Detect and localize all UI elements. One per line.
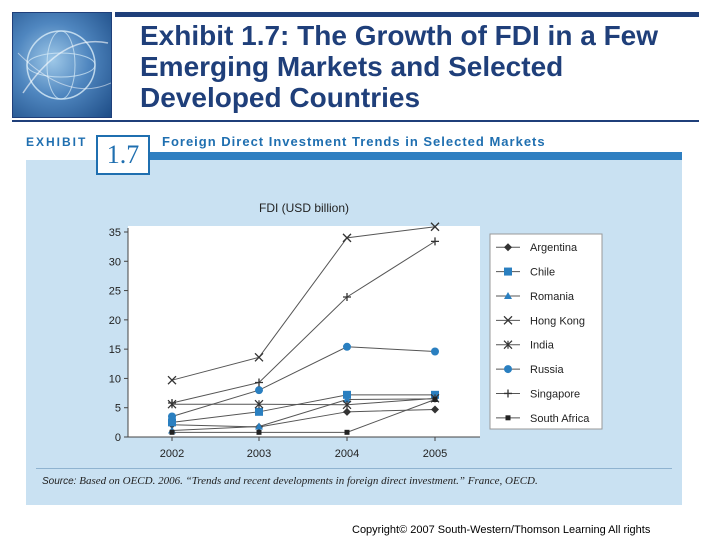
- x-tick-label: 2004: [335, 448, 359, 460]
- x-tick-label: 2002: [160, 448, 184, 460]
- data-point-hong-kong: [342, 233, 352, 243]
- legend-marker-india: [503, 340, 513, 350]
- chart-title: FDI (USD billion): [259, 201, 349, 215]
- series-line-hong-kong: [171, 226, 436, 381]
- slide-title: Exhibit 1.7: The Growth of FDI in a Few …: [140, 20, 659, 113]
- legend-label-south-africa: South Africa: [530, 413, 590, 425]
- y-tick-label: 10: [109, 373, 121, 385]
- source-note: Source: Based on OECD. 2006. “Trends and…: [42, 475, 538, 487]
- y-tick-label: 20: [109, 315, 121, 327]
- legend-marker-chile: [504, 267, 512, 276]
- data-point-india: [342, 400, 352, 410]
- y-tick-label: 30: [109, 256, 121, 268]
- x-tick-label: 2003: [247, 448, 271, 460]
- data-point-argentina: [343, 407, 351, 416]
- data-point-south-africa: [256, 429, 262, 435]
- series-line-chile: [171, 394, 435, 423]
- data-point-india: [254, 399, 264, 409]
- data-point-hong-kong: [167, 375, 177, 385]
- legend-label-romania: Romania: [530, 291, 575, 303]
- data-point-romania: [255, 422, 263, 430]
- y-tick-label: 25: [109, 286, 121, 298]
- exhibit-label: EXHIBIT: [26, 135, 88, 149]
- source-text: Based on OECD. 2006. “Trends and recent …: [79, 475, 538, 487]
- legend-marker-south-africa: [505, 415, 511, 421]
- legend-marker-singapore: [504, 389, 512, 398]
- x-tick-label: 2005: [423, 448, 447, 460]
- series-line-south-africa: [172, 399, 436, 433]
- legend-label-russia: Russia: [530, 364, 565, 376]
- legend-box: [489, 233, 603, 430]
- globe-logo-image: [12, 12, 112, 118]
- legend-marker-romania: [504, 291, 512, 299]
- legend-label-singapore: Singapore: [530, 388, 580, 400]
- data-point-romania: [343, 395, 351, 403]
- series-line-argentina: [171, 408, 436, 428]
- data-point-south-africa: [344, 429, 350, 435]
- data-point-russia: [431, 347, 439, 356]
- data-point-chile: [343, 390, 351, 399]
- legend-label-chile: Chile: [530, 267, 555, 279]
- plot-area: [128, 226, 480, 437]
- data-point-singapore: [255, 378, 263, 387]
- data-point-chile: [168, 418, 176, 427]
- data-point-singapore: [343, 293, 351, 302]
- legend-marker-hong-kong: [503, 315, 513, 325]
- data-point-singapore: [431, 237, 439, 246]
- title-top-bar: [115, 12, 699, 17]
- data-point-russia: [255, 386, 263, 395]
- source-divider: [36, 468, 672, 469]
- y-tick-label: 15: [109, 344, 121, 356]
- y-tick-label: 5: [115, 403, 121, 415]
- data-point-russia: [343, 342, 351, 351]
- data-point-south-africa: [169, 429, 175, 435]
- data-point-chile: [255, 407, 263, 416]
- y-tick-label: 0: [115, 432, 121, 444]
- series-line-romania: [171, 398, 436, 432]
- legend-label-hong-kong: Hong Kong: [530, 315, 585, 327]
- series-line-india: [172, 397, 436, 406]
- data-point-hong-kong: [430, 222, 440, 232]
- series-line-singapore: [171, 240, 436, 404]
- y-tick-label: 35: [109, 227, 121, 239]
- legend-label-argentina: Argentina: [530, 242, 578, 254]
- data-point-argentina: [431, 405, 439, 414]
- data-point-hong-kong: [254, 352, 264, 362]
- exhibit-number: 1.7: [96, 135, 150, 175]
- exhibit-header-bar: [150, 152, 682, 160]
- data-point-russia: [168, 412, 176, 421]
- title-divider: [12, 120, 699, 122]
- exhibit-header: Foreign Direct Investment Trends in Sele…: [162, 134, 546, 149]
- copyright-text: Copyright© 2007 South-Western/Thomson Le…: [352, 524, 651, 536]
- data-point-singapore: [168, 399, 176, 408]
- data-point-south-africa: [432, 397, 438, 403]
- series-line-russia: [171, 346, 436, 417]
- legend-marker-russia: [504, 365, 512, 374]
- legend-label-india: India: [530, 340, 555, 352]
- source-label: Source:: [42, 476, 77, 487]
- legend-marker-argentina: [504, 243, 512, 252]
